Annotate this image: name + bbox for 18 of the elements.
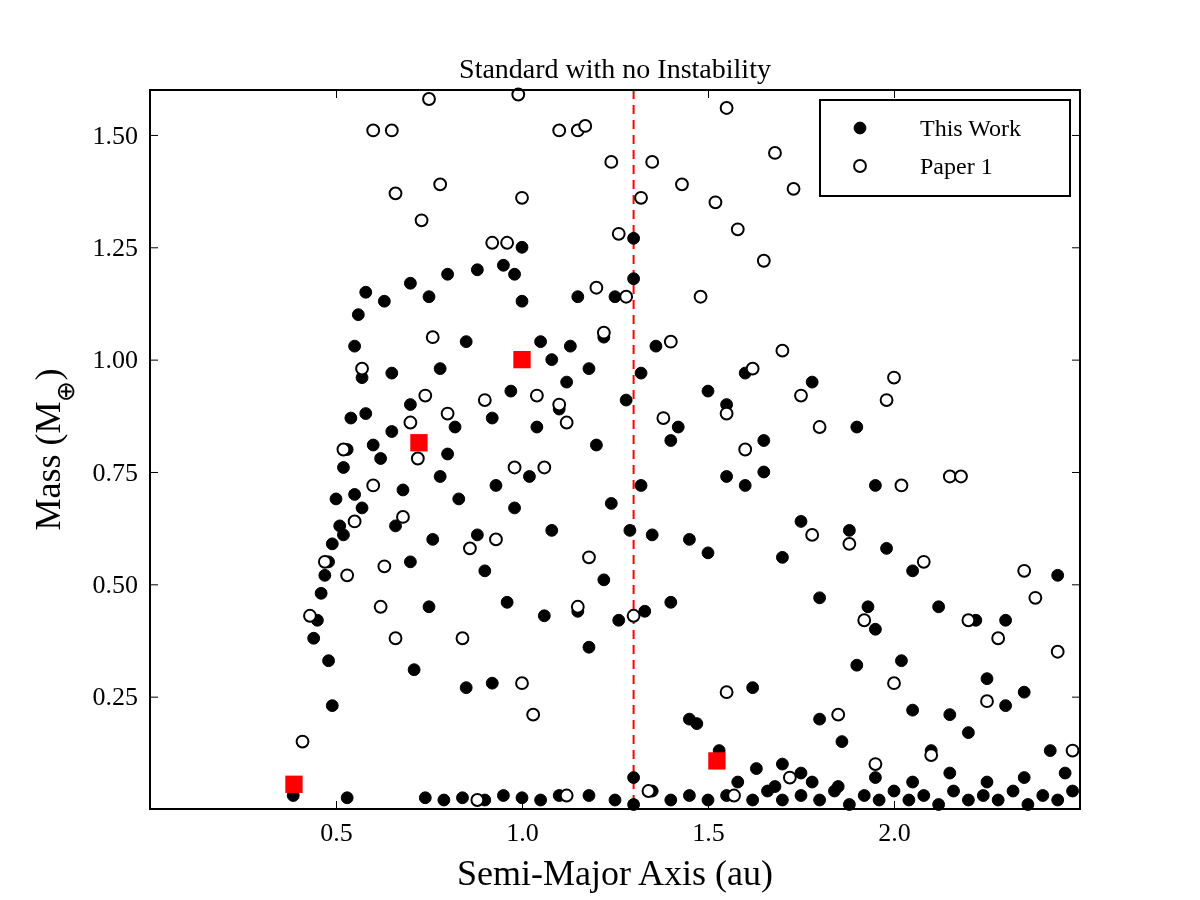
x-axis-title: Semi-Major Axis (au) [457, 853, 773, 893]
x-tick-label: 0.5 [320, 818, 353, 848]
y-tick-label: 0.50 [92, 570, 138, 600]
x-tick-label: 1.5 [692, 818, 725, 848]
point [513, 350, 531, 369]
point [708, 752, 726, 770]
point [410, 434, 428, 452]
legend-label: Paper 1 [920, 153, 993, 179]
y-tick-label: 0.25 [92, 682, 138, 712]
x-tick-label: 1.0 [506, 818, 539, 848]
y-tick-label: 1.00 [92, 345, 138, 375]
y-tick-label: 1.25 [92, 233, 138, 263]
x-tick-label: 2.0 [878, 818, 911, 848]
chart-title: Standard with no Instability [459, 53, 771, 84]
y-tick-label: 0.75 [92, 457, 138, 487]
point [285, 775, 303, 793]
y-tick-label: 1.50 [92, 120, 138, 150]
legend-label: This Work [920, 115, 1021, 141]
